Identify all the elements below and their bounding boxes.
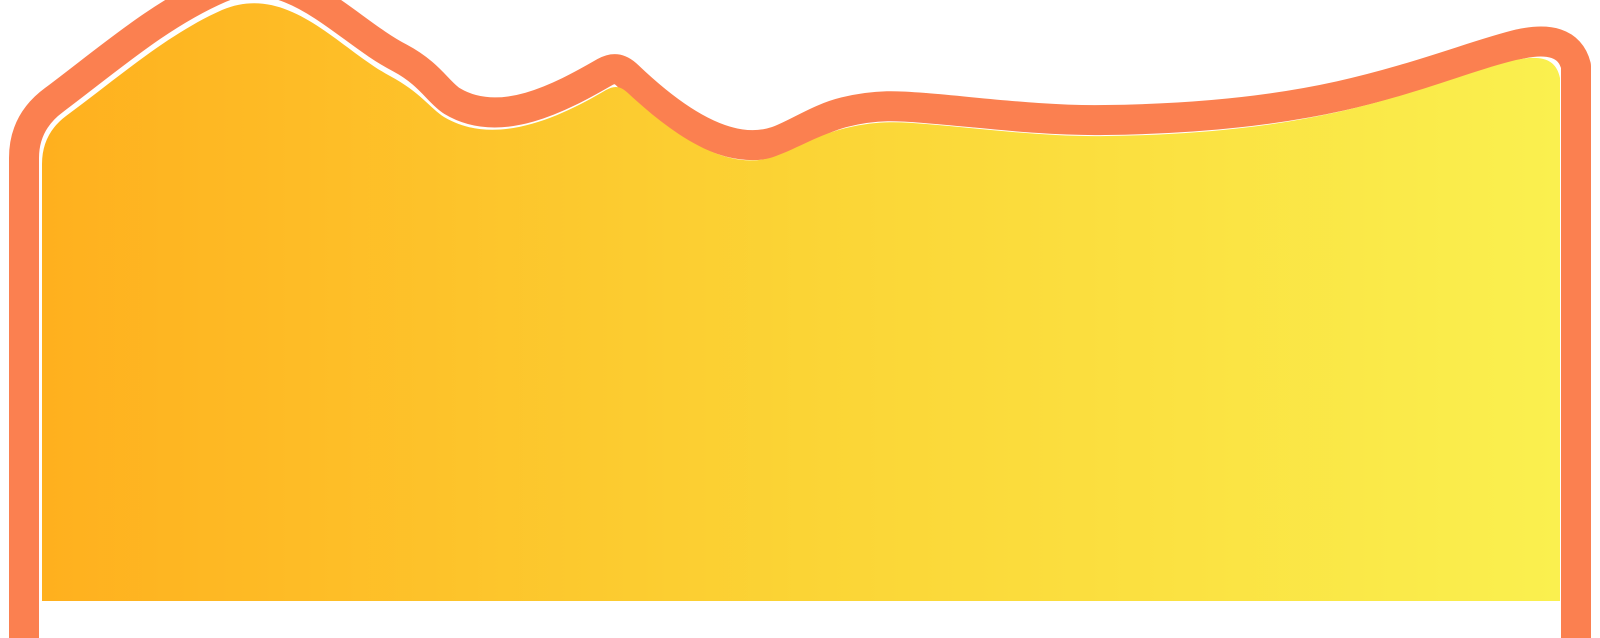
area-series-outline — [9, 0, 1591, 638]
area-series-fill — [42, 3, 1560, 638]
